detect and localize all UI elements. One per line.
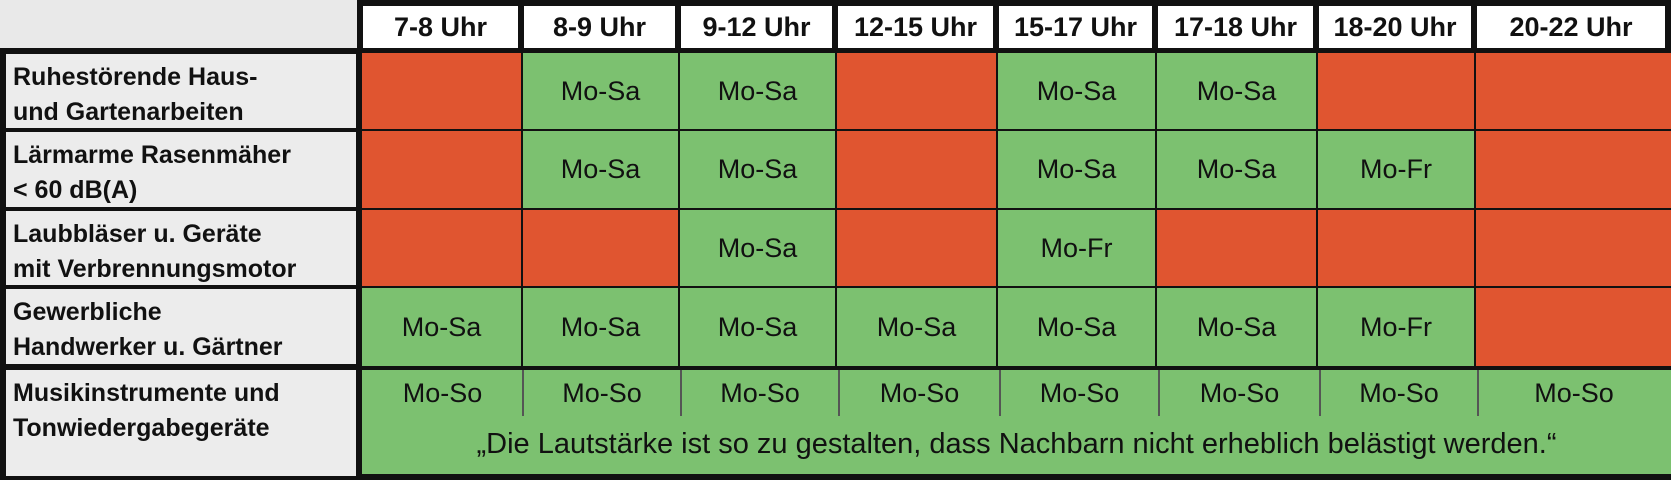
table-cell: Mo-So — [1039, 377, 1120, 408]
forbidden-cell — [523, 210, 678, 286]
allowed-cell: Mo-Sa — [998, 53, 1155, 129]
forbidden-cell — [362, 53, 521, 129]
column-header: 9-12 Uhr — [681, 6, 832, 48]
table-header: 7-8 Uhr 8-9 Uhr 9-12 Uhr 12-15 Uhr 15-17… — [357, 0, 1671, 51]
table-cell: Mo-So — [402, 377, 483, 408]
allowed-cell: Mo-Fr — [1318, 131, 1474, 208]
row-label-line: Lärmarme Rasenmäher — [13, 141, 291, 169]
allowed-cell: Mo-Sa — [523, 288, 678, 366]
allowed-cell: Mo-Fr — [998, 210, 1155, 286]
table-cell: Mo-So — [562, 377, 642, 408]
table-cell: Mo-So — [720, 377, 800, 408]
cell-divider — [999, 370, 1001, 416]
allowed-cell: Mo-Sa — [1157, 131, 1316, 208]
forbidden-cell — [1318, 210, 1474, 286]
forbidden-cell — [362, 210, 521, 286]
allowed-cell: Mo-Sa — [680, 131, 835, 208]
forbidden-cell — [1476, 131, 1671, 208]
table-cell: Mo-So — [1534, 377, 1614, 408]
allowed-cell: Mo-Sa — [523, 53, 678, 129]
column-header: 17-18 Uhr — [1158, 6, 1313, 48]
row-label: Laubbläser u. Geräte mit Verbrennungsmot… — [6, 211, 356, 285]
row-labels: Ruhestörende Haus- und Gartenarbeiten Lä… — [0, 48, 362, 480]
row-label: Ruhestörende Haus- und Gartenarbeiten — [6, 54, 356, 128]
forbidden-cell — [1476, 288, 1671, 366]
forbidden-cell — [837, 210, 996, 286]
allowed-cell: Mo-Sa — [1157, 53, 1316, 129]
row-label: Lärmarme Rasenmäher < 60 dB(A) — [6, 132, 356, 207]
music-row: Mo-So Mo-So Mo-So Mo-So Mo-So Mo-So Mo-S… — [362, 370, 1671, 474]
allowed-cell: Mo-Fr — [1318, 288, 1474, 366]
cell-divider — [680, 370, 682, 416]
allowed-cell: Mo-Sa — [1157, 288, 1316, 366]
forbidden-cell — [1318, 53, 1474, 129]
row-label-line: Tonwiedergabegeräte — [13, 414, 270, 442]
cell-divider — [1319, 370, 1321, 416]
allowed-cell: Mo-Sa — [680, 288, 835, 366]
forbidden-cell — [1157, 210, 1316, 286]
row-label: Gewerbliche Handwerker u. Gärtner — [6, 289, 356, 364]
column-header: 8-9 Uhr — [524, 6, 675, 48]
forbidden-cell — [1476, 210, 1671, 286]
column-header: 12-15 Uhr — [838, 6, 993, 48]
row-label-line: Laubbläser u. Geräte — [13, 220, 262, 248]
forbidden-cell — [837, 53, 996, 129]
row-label-line: Ruhestörende Haus- — [13, 63, 258, 91]
column-header: 20-22 Uhr — [1477, 6, 1665, 48]
forbidden-cell — [1476, 53, 1671, 129]
row-label-line: Musikinstrumente und — [13, 379, 280, 407]
volume-note: „Die Lautstärke ist so zu gestalten, das… — [476, 427, 1557, 460]
cell-divider — [1477, 370, 1479, 416]
allowed-cell: Mo-Sa — [523, 131, 678, 208]
cell-divider — [522, 370, 524, 416]
allowed-cell: Mo-Sa — [680, 53, 835, 129]
row-label-line: mit Verbrennungsmotor — [13, 255, 297, 283]
forbidden-cell — [837, 131, 996, 208]
row-label: Musikinstrumente und Tonwiedergabegeräte — [6, 370, 356, 476]
table-cell: Mo-So — [1199, 377, 1280, 408]
cell-divider — [838, 370, 840, 416]
column-header: 7-8 Uhr — [363, 6, 518, 48]
allowed-cell: Mo-Sa — [680, 210, 835, 286]
row-label-line: Gewerbliche — [13, 298, 162, 326]
schedule-grid: Mo-So Mo-So Mo-So Mo-So Mo-So Mo-So Mo-S… — [357, 48, 1671, 480]
column-header: 15-17 Uhr — [999, 6, 1152, 48]
allowed-cell: Mo-Sa — [362, 288, 521, 366]
column-header: 18-20 Uhr — [1319, 6, 1471, 48]
table-cell: Mo-So — [1359, 377, 1439, 408]
table-cell: Mo-So — [879, 377, 960, 408]
row-label-line: und Gartenarbeiten — [13, 98, 244, 126]
allowed-cell: Mo-Sa — [998, 288, 1155, 366]
forbidden-cell — [362, 131, 521, 208]
row-label-line: Handwerker u. Gärtner — [13, 333, 283, 361]
allowed-cell: Mo-Sa — [837, 288, 996, 366]
row-label-line: < 60 dB(A) — [13, 176, 138, 204]
allowed-cell: Mo-Sa — [998, 131, 1155, 208]
cell-divider — [1158, 370, 1160, 416]
